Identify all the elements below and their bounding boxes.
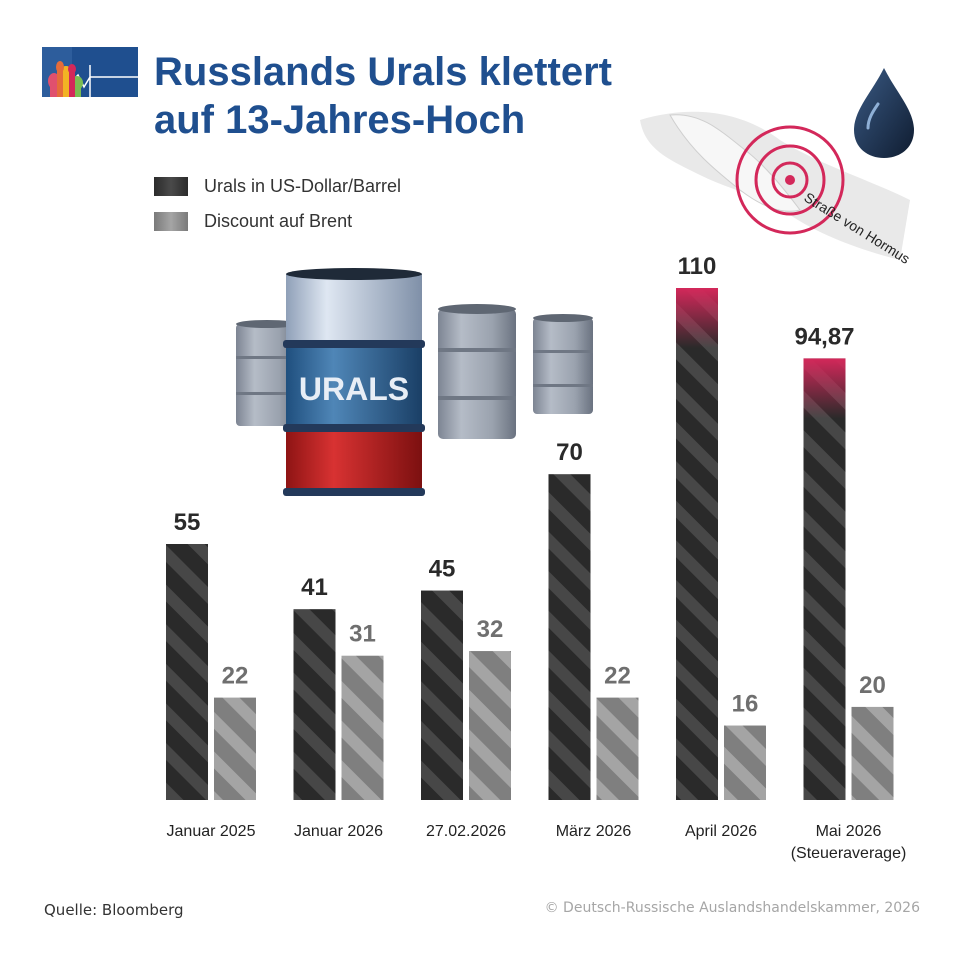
category-label: Januar 2025 [167,823,256,840]
value-label-discount: 31 [349,621,376,648]
value-label-urals: 55 [174,509,201,536]
value-label-discount: 32 [477,616,504,643]
value-label-discount: 22 [222,663,249,690]
value-label-discount: 16 [732,691,759,718]
legend-item-urals: Urals in US-Dollar/Barrel [154,175,401,197]
category-label: März 2026 [556,823,632,840]
category-label: April 2026 [685,823,757,840]
bar-urals [293,609,336,800]
bar-discount [469,651,511,800]
legend-label-urals: Urals in US-Dollar/Barrel [204,175,402,196]
legend-swatch-discount [154,211,188,231]
bar-highlight [803,358,846,419]
category-label: (Steueraverage) [791,845,907,862]
source-note: Quelle: Bloomberg [44,901,184,919]
category-label: Januar 2026 [294,823,383,840]
bar-urals [803,358,846,800]
legend-label-discount: Discount auf Brent [204,210,353,231]
chart-title: Russlands Urals klettert auf 13-Jahres-H… [154,48,612,144]
bar-discount [341,655,384,800]
legend-item-discount: Discount auf Brent [154,210,352,232]
bar-highlight [676,288,718,348]
value-label-urals: 110 [678,253,717,280]
bar-urals [166,544,208,800]
value-label-urals: 94,87 [794,323,854,350]
bar-urals [421,590,463,800]
bar-discount [214,697,256,800]
oil-barrel-icon: URALS [236,268,593,496]
bar-discount [596,697,639,800]
category-label: 27.02.2026 [426,823,506,840]
bar-discount [851,706,894,800]
bar-urals [548,474,591,800]
title-line-1: Russlands Urals klettert [154,50,612,94]
barrel-label: URALS [299,371,409,407]
category-label: Mai 2026 [816,823,882,840]
value-label-discount: 22 [604,663,631,690]
value-label-urals: 45 [429,556,456,583]
oil-drop-icon [854,68,914,158]
copyright-note: © Deutsch-Russische Auslandshandelskamme… [544,900,920,916]
value-label-urals: 41 [301,574,328,601]
value-label-urals: 70 [556,439,583,466]
bars-layer: 55 22 Januar 2025 41 31 Januar 2026 45 32 27.02.… [166,253,906,862]
bar-urals [676,288,718,800]
legend-swatch-urals [154,176,188,196]
bar-discount [724,725,766,800]
value-label-discount: 20 [859,672,886,699]
kremlin-logo-icon [42,47,138,97]
oil-drop-highlight [866,102,880,130]
title-line-2: auf 13-Jahres-Hoch [154,98,526,142]
